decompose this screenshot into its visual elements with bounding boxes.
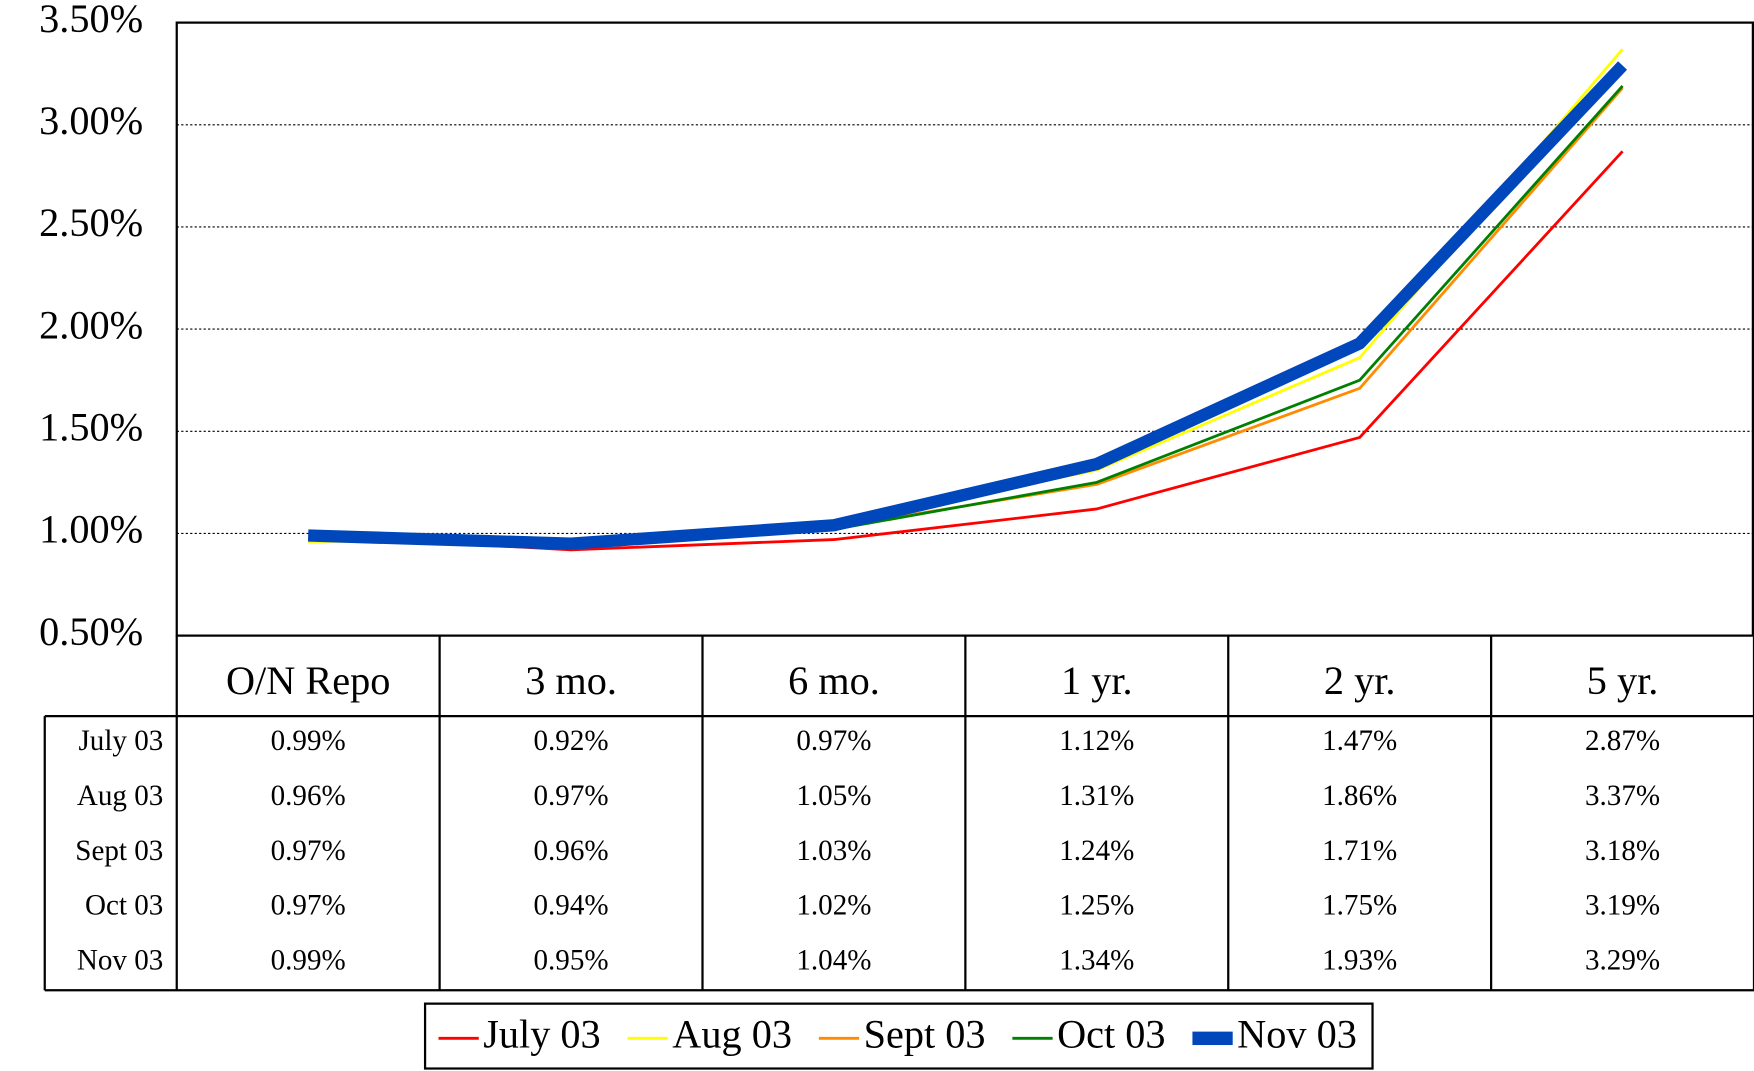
y-tick-label: 1.50% bbox=[39, 405, 143, 450]
table-cell: 0.97% bbox=[796, 725, 871, 757]
table-cell: 3.19% bbox=[1585, 890, 1660, 922]
legend-label: Oct 03 bbox=[1057, 1012, 1165, 1057]
y-tick-label: 2.00% bbox=[39, 302, 143, 347]
table-cell: 3.37% bbox=[1585, 780, 1660, 812]
y-tick-label: 1.00% bbox=[39, 507, 143, 552]
table-cell: 0.92% bbox=[534, 725, 609, 757]
table-cell: 1.12% bbox=[1059, 725, 1134, 757]
table-cell: 0.94% bbox=[534, 890, 609, 922]
table-cell: 1.02% bbox=[796, 890, 871, 922]
series-line bbox=[308, 48, 1624, 544]
row-header: Sept 03 bbox=[75, 835, 163, 867]
x-tick-label: 2 yr. bbox=[1324, 658, 1396, 703]
table-cell: 0.97% bbox=[271, 835, 346, 867]
legend-label: Aug 03 bbox=[672, 1012, 792, 1057]
table-cell: 0.99% bbox=[271, 944, 346, 976]
table-cell: 1.04% bbox=[796, 944, 871, 976]
series-line bbox=[308, 87, 1624, 544]
x-tick-label: 1 yr. bbox=[1061, 658, 1133, 703]
table-cell: 1.03% bbox=[796, 835, 871, 867]
row-header: July 03 bbox=[78, 725, 163, 757]
table-cell: 1.34% bbox=[1059, 944, 1134, 976]
legend-label: Nov 03 bbox=[1237, 1012, 1357, 1057]
table-cell: 1.05% bbox=[796, 780, 871, 812]
row-header: Nov 03 bbox=[77, 944, 163, 976]
table-cell: 3.29% bbox=[1585, 944, 1660, 976]
table-cell: 1.24% bbox=[1059, 835, 1134, 867]
table-cell: 1.25% bbox=[1059, 890, 1134, 922]
y-tick-label: 2.50% bbox=[39, 200, 143, 245]
table-cell: 0.96% bbox=[534, 835, 609, 867]
y-tick-label: 3.00% bbox=[39, 98, 143, 143]
table-cell: 1.71% bbox=[1322, 835, 1397, 867]
table-cell: 0.99% bbox=[271, 725, 346, 757]
table-cell: 1.93% bbox=[1322, 944, 1397, 976]
legend-label: July 03 bbox=[483, 1012, 600, 1057]
series-line bbox=[308, 85, 1624, 548]
table-cell: 0.96% bbox=[271, 780, 346, 812]
x-tick-label: 3 mo. bbox=[525, 658, 617, 703]
x-tick-label: 5 yr. bbox=[1587, 658, 1659, 703]
table-cell: 3.18% bbox=[1585, 835, 1660, 867]
x-tick-label: 6 mo. bbox=[788, 658, 880, 703]
table-cell: 0.97% bbox=[271, 890, 346, 922]
legend-swatch bbox=[1192, 1031, 1233, 1046]
legend-label: Sept 03 bbox=[864, 1012, 986, 1057]
y-tick-label: 0.50% bbox=[39, 609, 143, 654]
row-header: Aug 03 bbox=[77, 780, 163, 812]
series-line bbox=[307, 61, 1628, 550]
row-header: Oct 03 bbox=[85, 890, 163, 922]
table-cell: 1.47% bbox=[1322, 725, 1397, 757]
table-cell: 0.97% bbox=[534, 780, 609, 812]
table-cell: 1.31% bbox=[1059, 780, 1134, 812]
table-cell: 1.86% bbox=[1322, 780, 1397, 812]
y-tick-label: 3.50% bbox=[39, 0, 143, 41]
x-tick-label: O/N Repo bbox=[226, 658, 390, 703]
table-cell: 0.95% bbox=[534, 944, 609, 976]
table-cell: 1.75% bbox=[1322, 890, 1397, 922]
table-cell: 2.87% bbox=[1585, 725, 1660, 757]
